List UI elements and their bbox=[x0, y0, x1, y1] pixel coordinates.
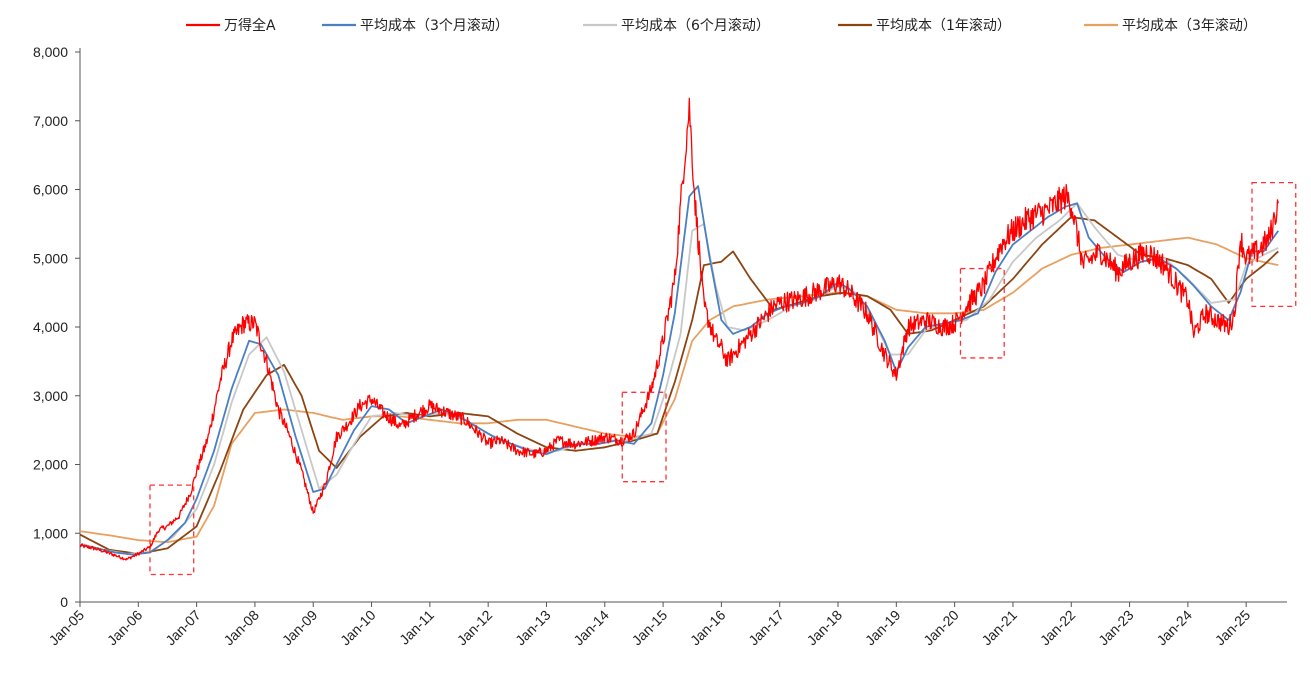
highlight-box-3 bbox=[1251, 181, 1297, 308]
y-tick-label: 1,000 bbox=[33, 525, 68, 541]
y-tick-label: 8,000 bbox=[33, 44, 68, 60]
y-tick-label: 0 bbox=[60, 594, 68, 610]
legend-label: 平均成本（3个月滚动） bbox=[360, 17, 509, 34]
highlight-box-1 bbox=[621, 391, 667, 483]
x-tick-label: Jan-18 bbox=[804, 607, 846, 649]
legend-label: 平均成本（3年滚动） bbox=[1122, 17, 1257, 34]
y-tick-label: 4,000 bbox=[33, 319, 68, 335]
series-line-0 bbox=[79, 97, 1279, 561]
x-tick-label: Jan-21 bbox=[978, 607, 1020, 649]
legend-label: 平均成本（1年滚动） bbox=[876, 17, 1011, 34]
y-tick-label: 2,000 bbox=[33, 457, 68, 473]
x-tick-label: Jan-10 bbox=[337, 607, 379, 649]
series-line-1 bbox=[79, 185, 1280, 556]
y-axis: 0 1,000 2,000 3,000 4,000 5,000 6,000 7,000 8,00… bbox=[33, 44, 81, 610]
x-tick-label: Jan-23 bbox=[1095, 607, 1137, 649]
x-tick-label: Jan-06 bbox=[104, 607, 146, 649]
highlight-box-0 bbox=[149, 484, 195, 576]
x-tick-label: Jan-16 bbox=[687, 607, 729, 649]
x-tick-label: Jan-11 bbox=[396, 607, 437, 648]
x-axis: Jan-05 Jan-06 Jan-07 Jan-08 Jan-09 Jan-10 Jan-… bbox=[46, 601, 1287, 649]
annotation-group bbox=[149, 181, 1297, 576]
x-tick-label: Jan-22 bbox=[1037, 607, 1079, 649]
x-tick-label: Jan-17 bbox=[745, 607, 787, 649]
x-tick-label: Jan-07 bbox=[162, 607, 204, 649]
x-tick-label: Jan-24 bbox=[1153, 607, 1195, 649]
y-tick-label: 3,000 bbox=[33, 388, 68, 404]
x-tick-label: Jan-12 bbox=[454, 607, 496, 649]
x-tick-label: Jan-09 bbox=[279, 607, 321, 649]
legend-label: 万得全A bbox=[224, 17, 276, 34]
x-tick-label: Jan-25 bbox=[1212, 607, 1254, 649]
y-tick-label: 5,000 bbox=[33, 250, 68, 266]
x-tick-label: Jan-13 bbox=[512, 607, 554, 649]
x-tick-label: Jan-05 bbox=[46, 607, 88, 649]
x-tick-label: Jan-14 bbox=[570, 607, 612, 649]
legend-label: 平均成本（6个月滚动） bbox=[621, 17, 770, 34]
x-tick-label: Jan-15 bbox=[629, 607, 671, 649]
x-tick-label: Jan-19 bbox=[862, 607, 904, 649]
y-tick-label: 6,000 bbox=[33, 182, 68, 198]
x-tick-label: Jan-08 bbox=[220, 607, 262, 649]
x-tick-label: Jan-20 bbox=[920, 607, 962, 649]
series-group bbox=[79, 97, 1280, 561]
y-tick-label: 7,000 bbox=[33, 113, 68, 129]
series-line-3 bbox=[79, 216, 1279, 555]
series-line-2 bbox=[79, 202, 1279, 555]
highlight-box-2 bbox=[959, 267, 1005, 359]
legend: 万得全A 平均成本（3个月滚动） 平均成本（6个月滚动） 平均成本（1年滚动） 平均成本… bbox=[186, 17, 1257, 34]
